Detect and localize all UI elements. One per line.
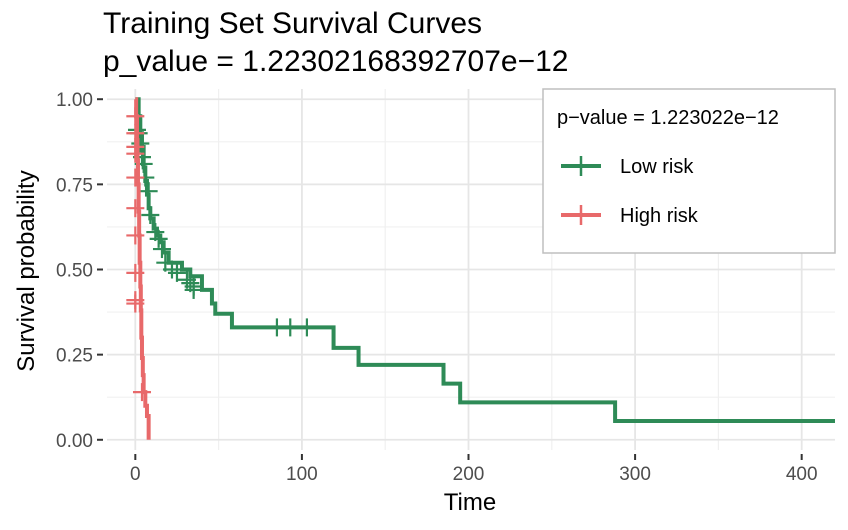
legend: p−value = 1.223022e−12 Low risk High ris… [542,88,836,254]
censor-mark-low-risk [281,318,300,337]
censor-mark-low-risk [167,263,186,282]
y-tick-label: 0.25 [56,346,93,367]
censor-mark-high-risk [126,107,145,126]
x-tick-label: 0 [130,464,141,485]
y-tick-label: 0.00 [56,431,93,452]
censor-mark-low-risk [139,182,158,201]
y-axis-title: Survival probability [13,170,40,371]
censor-mark-low-risk [184,280,203,299]
censor-mark-low-risk [141,206,160,225]
chart-subtitle: p_value = 1.22302168392707e−12 [103,45,568,78]
censor-mark-low-risk [152,240,171,259]
legend-item-high-risk: High risk [561,205,699,227]
y-tick-label: 1.00 [56,90,93,111]
censor-mark-high-risk [126,144,145,163]
x-tick-label: 300 [619,464,651,485]
axis-ticks: 0.00 0.25 0.50 0.75 1.00 0 100 200 300 400 [56,90,818,485]
survival-curve-high-risk [134,97,151,440]
x-tick-label: 100 [286,464,318,485]
series-high-risk [126,97,151,440]
x-tick-label: 400 [786,464,818,485]
x-tick-label: 200 [453,464,485,485]
chart-title: Training Set Survival Curves [103,7,482,40]
y-tick-label: 0.50 [56,261,93,282]
censor-mark-high-risk [126,226,145,245]
legend-label-low-risk: Low risk [620,156,694,178]
censor-mark-high-risk [126,199,145,218]
x-axis-title: Time [444,489,496,516]
censor-mark-high-risk [126,294,145,313]
censor-mark-high-risk [132,383,151,402]
censor-mark-low-risk [297,318,316,337]
legend-box [542,88,836,254]
legend-label-high-risk: High risk [620,205,699,227]
censor-mark-high-risk [126,263,145,282]
legend-title: p−value = 1.223022e−12 [557,107,779,129]
censor-mark-low-risk [131,134,150,153]
legend-item-low-risk: Low risk [561,156,694,178]
series-layer [126,97,835,440]
censor-mark-high-risk [126,168,145,187]
y-tick-label: 0.75 [56,175,93,196]
censor-mark-low-risk [149,229,168,248]
